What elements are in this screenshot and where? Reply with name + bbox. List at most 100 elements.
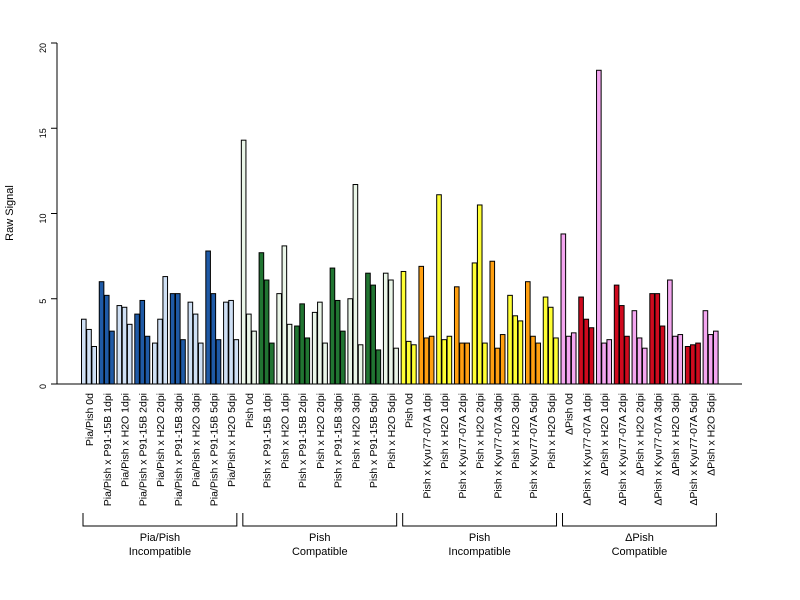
bar [139,299,146,385]
bar [471,262,478,385]
bars-layer [81,69,719,385]
bar [423,337,430,385]
bar [560,233,567,385]
group-label-line2: Compatible [612,546,668,558]
bar [340,330,346,385]
x-tick-label: ΔPish x H2O 5dpi [706,393,718,476]
bar [565,335,572,385]
bar [405,340,412,385]
x-tick-label: Pish x H2O 1dpi [279,393,291,469]
bar [476,204,483,385]
x-tick-label: Pish x P91-15B 2dpi [297,393,309,488]
bar [411,344,417,385]
bar [276,293,282,385]
bar [542,296,549,385]
bar [489,260,496,385]
bar [659,325,666,385]
x-tick-label: Pia/Pish x P91-15B 2dpi [137,393,149,506]
bar [436,194,442,385]
x-tick-label: Pish 0d [244,393,256,428]
bar [535,342,542,385]
bar [192,313,199,385]
bar [134,313,140,385]
group-label-line1: Pia/Pish [140,532,180,544]
bar [684,345,691,385]
bar [441,339,447,385]
bar [672,335,678,385]
bar [263,279,270,385]
bar [547,306,554,385]
bar [713,330,719,385]
y-tick-label: 20 [38,43,48,53]
bar [494,347,501,385]
bar [525,281,531,385]
x-tick-label: Pish x H2O 2dpi [475,393,487,469]
bar [393,347,399,385]
bar [210,293,217,385]
bar [695,342,701,385]
bar [619,305,625,385]
bar [329,267,336,385]
bar [304,337,311,385]
y-axis-label: Raw Signal [4,185,16,241]
group-label-line1: ΔPish [625,532,654,544]
bar [91,345,98,385]
group-bracket [562,513,717,527]
bar [583,318,590,385]
bar [299,303,305,385]
bar [246,313,252,385]
bar [499,334,506,385]
group-brackets: Pia/Pish Incompatible Pish Compatible Pish In… [82,513,717,558]
x-tick-label: Pia/Pish x H2O 3dpi [191,393,203,487]
x-tick-label: Pish x Kyu77-07A 3dpi [492,393,504,499]
group-bracket [242,513,398,527]
bar [459,342,465,385]
bar [215,339,222,385]
bar [251,330,257,385]
bar [453,286,460,385]
bar [570,332,577,385]
bar [205,250,211,385]
bar [388,279,394,385]
bar [352,184,359,385]
bar [624,335,630,385]
x-tick-label: Pish x H2O 3dpi [350,393,362,469]
x-tick-label: ΔPish x H2O 1dpi [599,393,611,476]
bar [175,293,181,385]
bar [144,335,151,385]
x-tick-label: Pish x P91-15B 1dpi [262,393,274,488]
bar [228,299,234,385]
bar [294,325,300,385]
bar [269,342,275,385]
bar [187,301,194,385]
x-tick-label: Pia/Pish x H2O 5dpi [226,393,238,487]
x-tick-label: Pish x P91-15B 5dpi [368,393,380,488]
x-tick-label: Pia/Pish x P91-15B 1dpi [102,393,114,506]
x-tick-label: Pish x Kyu77-07A 1dpi [421,393,433,499]
group-label-line2: Incompatible [448,546,510,558]
bar [365,272,371,385]
y-tick-label: 10 [38,214,48,224]
x-tick-label: Pish x Kyu77-07A 5dpi [528,393,540,499]
bar [517,320,524,385]
bar [641,347,648,385]
bar [223,301,229,385]
group-bracket [402,513,558,527]
bar [197,342,204,385]
x-tick-label: Pia/Pish x P91-15B 3dpi [173,393,185,506]
bar [322,342,328,385]
bar [357,344,364,385]
bar [347,298,353,385]
bar [157,318,163,385]
group-label-line1: Pish [309,532,330,544]
x-tick-labels: Pia/Pish 0d Pia/Pish x P91-15B 1dpi Pia/Pi… [84,393,718,506]
y-axis: 0 5 10 15 20 Raw Signal [4,42,58,389]
bar [152,342,158,385]
x-tick-label: Pish x P91-15B 3dpi [333,393,345,488]
x-tick-label: ΔPish 0d [564,393,576,435]
bar [382,272,389,385]
bar [636,337,643,385]
bar [317,301,323,385]
bar [677,334,684,385]
